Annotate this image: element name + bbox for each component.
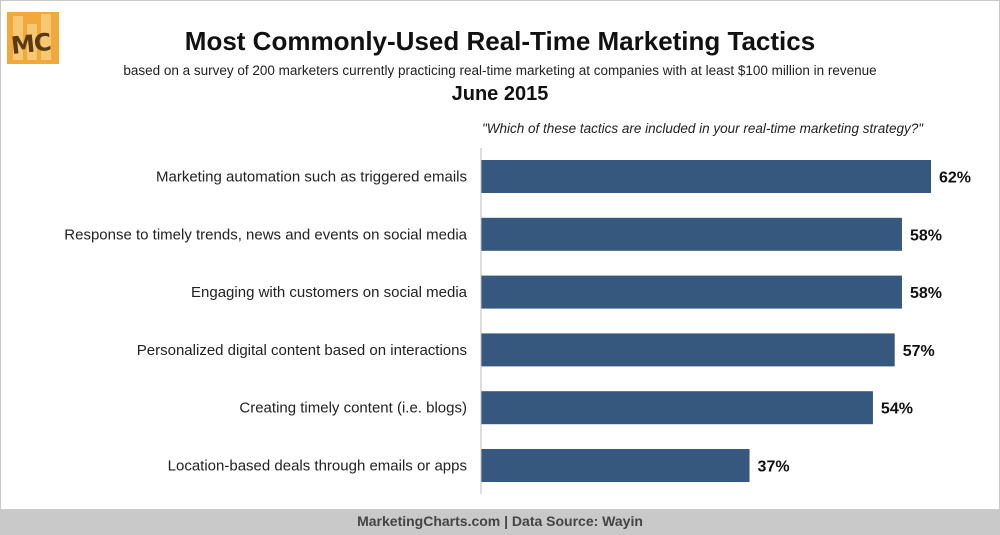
bar-1: [481, 217, 902, 251]
category-label-0: Marketing automation such as triggered e…: [156, 169, 467, 186]
chart-subtitle: based on a survey of 200 marketers curre…: [123, 63, 877, 78]
bar-4: [481, 391, 873, 425]
chart-date: June 2015: [451, 83, 549, 105]
value-label-5: 37%: [758, 459, 790, 476]
bar-3: [481, 333, 895, 367]
value-label-0: 62%: [939, 170, 971, 187]
value-label-1: 58%: [910, 227, 942, 244]
survey-question: "Which of these tactics are included in …: [482, 121, 924, 136]
marketingcharts-logo: MC: [7, 12, 59, 64]
footer-source: MarketingCharts.com | Data Source: Wayin: [1, 509, 999, 534]
bar-2: [481, 275, 902, 309]
category-label-2: Engaging with customers on social media: [191, 284, 468, 301]
chart-title: Most Commonly-Used Real-Time Marketing T…: [184, 26, 816, 56]
category-label-5: Location-based deals through emails or a…: [168, 458, 467, 475]
value-label-3: 57%: [903, 343, 935, 360]
category-label-3: Personalized digital content based on in…: [137, 342, 467, 359]
category-label-4: Creating timely content (i.e. blogs): [239, 400, 467, 417]
category-label-1: Response to timely trends, news and even…: [64, 226, 467, 243]
value-label-4: 54%: [881, 401, 913, 418]
bar-0: [481, 160, 931, 193]
value-label-2: 58%: [910, 285, 942, 302]
bar-5: [481, 449, 750, 482]
